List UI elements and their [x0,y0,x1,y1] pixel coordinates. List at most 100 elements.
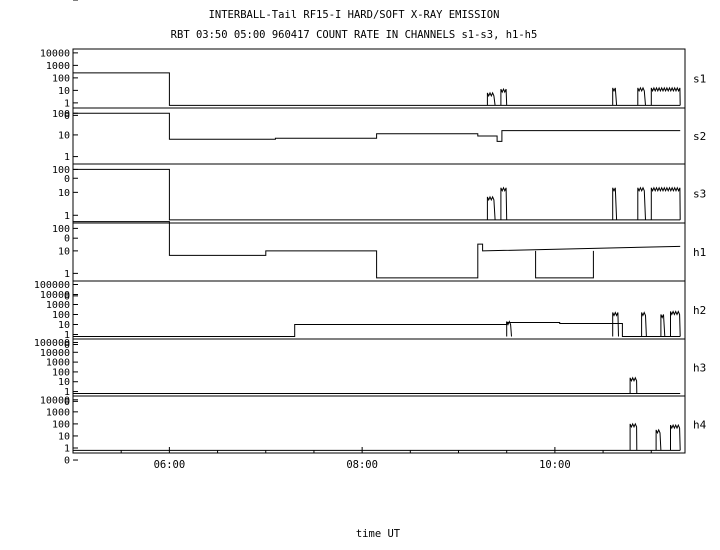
burst-mark-s3 [486,195,496,220]
y-tick-label: 1 [64,211,70,222]
y-tick-label: 100 [52,165,70,176]
y-tick-label: 10 [58,320,70,331]
y-tick-label: 1000 [46,0,70,3]
panel-frame [72,48,686,109]
y-tick-label: 100 [52,419,70,430]
burst-mark-s3 [612,187,618,220]
y-tick-label: 10 [58,0,70,3]
panel-frame [72,107,686,165]
channel-label-h3: h3 [693,362,706,375]
y-tick-label: 100 [52,0,70,3]
y-tick-label: 10000 [40,290,70,301]
chart-subtitle: RBT 03:50 05:00 960417 COUNT RATE IN CHA… [171,29,538,41]
y-tick-label: 10000 [40,348,70,359]
x-tick-label: 10:00 [539,459,571,471]
series-line-h2 [73,322,681,337]
y-tick-label: 1 [64,0,70,3]
channel-label-h1: h1 [693,246,706,259]
channel-label-s3: s3 [693,188,706,201]
series-line-h1 [535,250,594,279]
y-tick-label: 0 [64,174,70,185]
burst-mark-s1 [637,86,646,106]
series-line-h1 [73,221,681,279]
y-tick-label: 1 [64,330,70,341]
burst-mark-h3 [629,376,638,394]
burst-mark-h2 [670,310,681,337]
channel-label-h5: h5 [693,0,706,3]
burst-mark-s1 [486,91,496,106]
y-tick-label: 0 [64,291,70,302]
channel-label-h2: h2 [693,304,706,317]
burst-mark-s3 [637,186,646,220]
burst-mark-h4 [629,422,638,451]
burst-mark-h2 [641,311,647,337]
series-line-s2 [73,112,681,142]
x-axis: 06:00 08:00 10:00 [120,447,652,471]
y-tick-label: 100 [52,224,70,235]
y-tick-label: 1000 [46,61,70,72]
y-tick-label: 10 [58,86,70,97]
y-tick-label: 100 [52,310,70,321]
channel-label-s1: s1 [693,73,706,86]
x-tick-label: 08:00 [346,459,378,471]
burst-mark-s1 [612,87,618,106]
y-tick-label: 100000 [34,338,70,349]
y-tick-label: 10 [58,130,70,141]
panel-frame [72,338,686,397]
chart-panels: 1000010001001010s11001010s21001010s31001… [34,0,707,467]
y-tick-label: 1000 [46,407,70,418]
burst-mark-h4 [670,423,681,451]
burst-mark-h2 [612,311,619,337]
y-tick-label: 1 [64,152,70,163]
series-line-s1 [73,72,681,106]
y-tick-label: 1 [64,443,70,454]
burst-mark-h4 [655,428,662,451]
y-tick-label: 0 [64,397,70,408]
y-tick-label: 1 [64,98,70,109]
y-tick-label: 1000 [46,300,70,311]
y-tick-label: 100 [52,367,70,378]
burst-mark-s3 [650,186,681,220]
y-tick-label: 0 [64,340,70,351]
y-tick-label: 1000 [46,358,70,369]
y-tick-label: 100 [52,109,70,120]
y-tick-label: 0 [64,234,70,245]
burst-mark-s3 [500,186,508,220]
y-tick-label: 10 [58,431,70,442]
y-tick-label: 10000 [40,395,70,406]
y-tick-label: 10000 [40,48,70,59]
chart-title: INTERBALL-Tail RF15-I HARD/SOFT X-RAY EM… [209,9,500,21]
burst-mark-h2 [506,320,512,337]
y-tick-label: 0 [64,456,70,467]
y-tick-label: 10000 [40,0,70,3]
series-line-s3 [73,168,681,221]
y-tick-label: 100 [52,73,70,84]
y-tick-label: 0 [64,111,70,122]
burst-mark-s1 [650,86,681,106]
panel-frame [72,163,686,224]
y-tick-label: 10 [58,246,70,257]
panel-frame [72,395,686,454]
panel-frame [72,280,686,340]
y-tick-label: 1 [64,269,70,280]
y-tick-label: 100000 [34,280,70,291]
channel-label-h4: h4 [693,419,707,432]
y-tick-label: 0 [64,0,70,3]
burst-mark-h2 [660,314,666,337]
y-tick-label: 10 [58,188,70,199]
